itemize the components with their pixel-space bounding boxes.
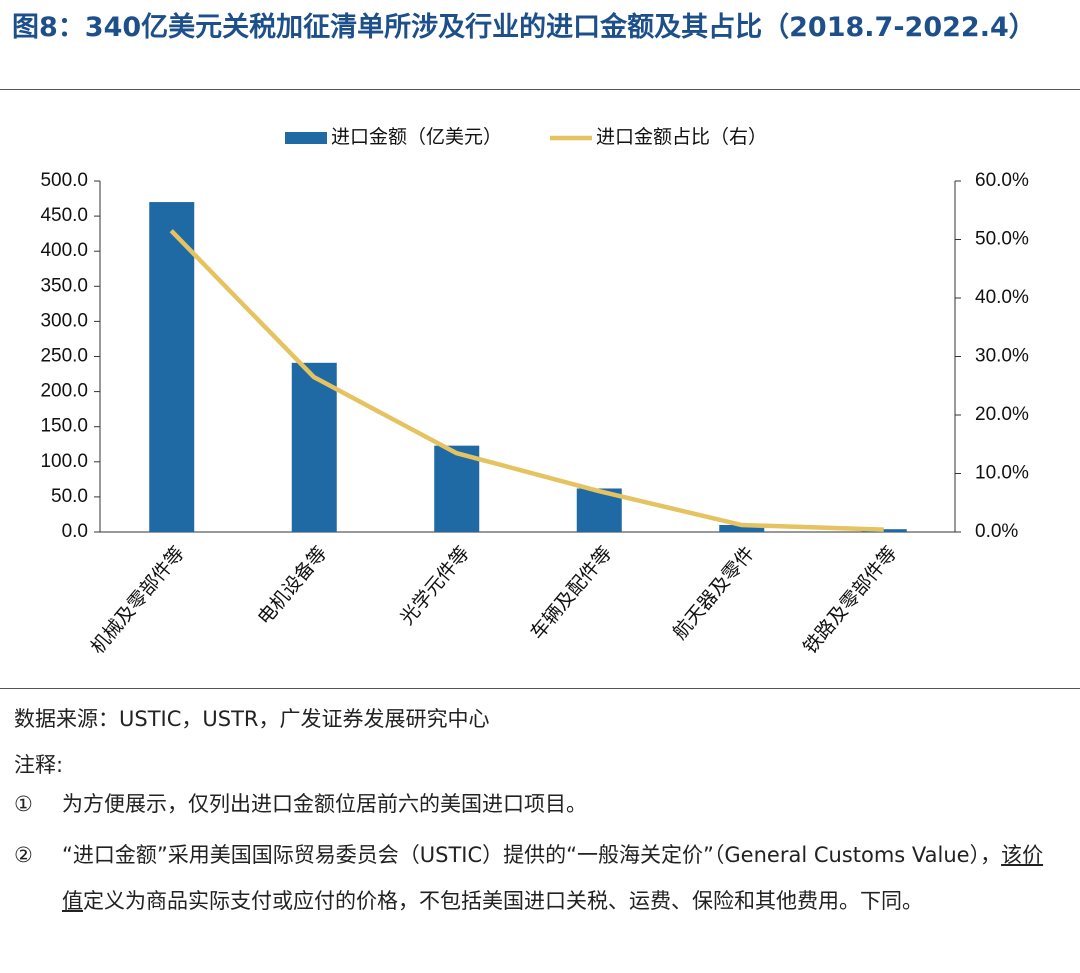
rule (0, 89, 1080, 90)
x-tick-label: 车辆及配件等 (526, 542, 616, 643)
y-tick-label: 250.0 (40, 346, 88, 367)
x-tick-label: 机械及零部件等 (87, 542, 189, 658)
note-text: 定义为商品实际支付或应付的价格，不包括美国进口关税、运费、保险和其他费用。下同。 (83, 889, 923, 913)
note-marker: ① (14, 792, 33, 816)
y-tick-label: 100.0 (40, 451, 88, 472)
bar (719, 524, 765, 532)
y-tick-label: 300.0 (40, 310, 88, 331)
y-tick-label: 50.0 (51, 486, 88, 507)
y2-tick-label: 20.0% (975, 404, 1029, 425)
y-tick-label: 200.0 (40, 381, 88, 402)
y2-tick-label: 50.0% (975, 229, 1029, 250)
bar (291, 362, 337, 532)
rule (0, 688, 1080, 689)
bar (149, 202, 195, 532)
legend-swatch (285, 132, 327, 144)
legend-label: 进口金额占比（右） (596, 126, 767, 148)
legend-label: 进口金额（亿美元） (331, 126, 502, 148)
y2-tick-label: 30.0% (975, 346, 1029, 367)
y2-tick-label: 60.0% (975, 170, 1029, 191)
note: ① 为方便展示，仅列出进口金额位居前六的美国进口项目。 (14, 781, 1044, 827)
bar (861, 529, 907, 532)
note-text: 为方便展示，仅列出进口金额位居前六的美国进口项目。 (62, 792, 587, 816)
bar (434, 445, 480, 532)
source: 数据来源：USTIC，USTR，广发证券发展研究中心 (14, 707, 490, 731)
y-tick-label: 150.0 (40, 416, 88, 437)
x-tick-label: 电机设备等 (253, 542, 331, 629)
y2-tick-label: 0.0% (975, 521, 1018, 542)
x-tick-label: 铁路及零部件等 (799, 542, 901, 658)
note: ② “进口金额”采用美国国际贸易委员会（USTIC）提供的“一般海关定价”（Gen… (14, 832, 1044, 924)
y-tick-label: 450.0 (40, 205, 88, 226)
chart: 0.0 50.0 100.0 150.0 200.0 250.0 300.0 350.0 400… (40, 126, 1029, 658)
y2-tick-label: 10.0% (975, 463, 1029, 484)
notes-label: 注释: (14, 753, 64, 777)
y-tick-label: 350.0 (40, 275, 88, 296)
x-tick-label: 航天器及零件 (669, 542, 759, 643)
note-text: 该价值 (62, 843, 1044, 913)
title: 图8：340亿美元关税加征清单所涉及行业的进口金额及其占比（2018.7-202… (12, 12, 1036, 43)
y2-tick-label: 40.0% (975, 287, 1029, 308)
note-marker: ② (14, 843, 33, 867)
y-tick-label: 500.0 (40, 170, 88, 191)
note-text: “进口金额”采用美国国际贸易委员会（USTIC）提供的“一般海关定价”（Gene… (62, 843, 1002, 867)
y-tick-label: 400.0 (40, 240, 88, 261)
x-tick-label: 光学元件等 (396, 542, 474, 629)
y-tick-label: 0.0 (62, 521, 88, 542)
line (169, 229, 884, 532)
